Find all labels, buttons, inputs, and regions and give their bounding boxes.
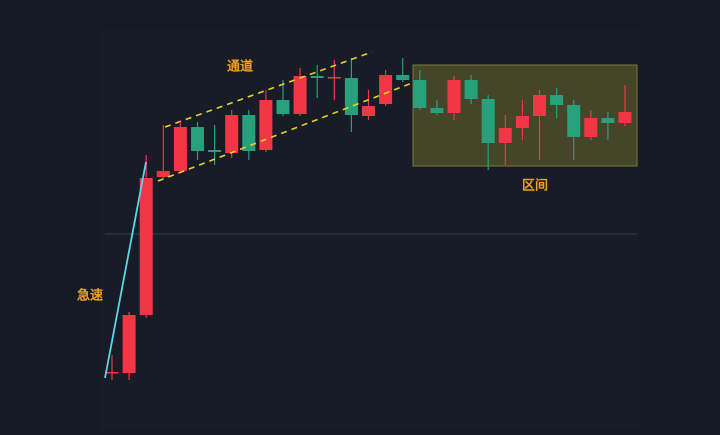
candles — [105, 58, 632, 380]
candle-body — [208, 150, 222, 152]
candle-body — [515, 116, 529, 128]
candle-body — [259, 100, 273, 150]
candle-body — [550, 95, 564, 105]
candle-body — [276, 100, 290, 114]
channel-lower — [157, 82, 413, 182]
candle-body — [430, 108, 444, 113]
channel-upper — [164, 51, 373, 128]
candle-body — [618, 112, 632, 123]
candle-body — [498, 128, 512, 143]
channel-label: 通道 — [227, 59, 253, 75]
candle-body — [173, 127, 187, 171]
candle-body — [105, 372, 119, 374]
candle-body — [191, 127, 204, 151]
candle-body — [225, 115, 239, 153]
range-box — [412, 64, 638, 167]
candle-body — [310, 76, 324, 78]
candle-body — [447, 80, 461, 113]
candle-body — [379, 75, 393, 104]
candle-body — [156, 171, 170, 177]
candle-body — [362, 106, 375, 116]
candle-body — [601, 118, 615, 123]
candle-body — [344, 78, 358, 115]
candle-body — [584, 118, 598, 137]
candle-body — [327, 77, 341, 79]
candle-body — [396, 75, 410, 80]
candle-body — [122, 315, 136, 373]
candle-body — [242, 115, 256, 151]
fast-line — [104, 161, 147, 379]
candle-body — [464, 80, 478, 99]
candle-body — [533, 95, 546, 116]
candle-body — [413, 80, 427, 108]
candle-body — [481, 99, 495, 143]
candle-body — [139, 178, 153, 315]
range-label: 区间 — [522, 178, 548, 194]
candle-body — [293, 76, 307, 114]
candle-body — [567, 105, 581, 137]
fast-label: 急速 — [77, 288, 103, 304]
